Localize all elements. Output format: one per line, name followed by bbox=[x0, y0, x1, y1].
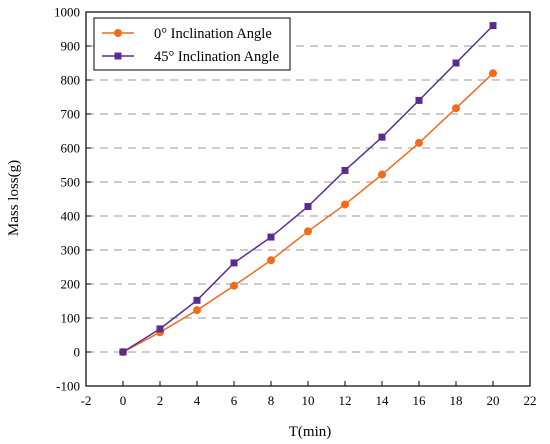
y-tick-label: 200 bbox=[61, 277, 81, 292]
data-point bbox=[452, 104, 460, 113]
x-tick-label: 12 bbox=[339, 393, 352, 408]
axes bbox=[85, 11, 531, 387]
x-tick-label: 16 bbox=[413, 393, 427, 408]
series-layer bbox=[119, 22, 497, 356]
x-tick-label: 6 bbox=[231, 393, 238, 408]
y-tick-label: 300 bbox=[61, 243, 81, 258]
data-point bbox=[415, 138, 423, 147]
y-tick-label: 0 bbox=[74, 345, 81, 360]
data-point bbox=[378, 133, 386, 141]
y-tick-label: 1000 bbox=[54, 5, 80, 20]
legend-entry: 0° Inclination Angle bbox=[102, 26, 272, 42]
y-tick-label: -100 bbox=[56, 379, 80, 394]
y-tick-label: 400 bbox=[61, 209, 81, 224]
x-tick-label: 18 bbox=[450, 393, 463, 408]
data-point bbox=[304, 202, 312, 210]
legend-label: 45° Inclination Angle bbox=[154, 49, 279, 65]
legend-marker bbox=[114, 29, 122, 37]
series-line bbox=[122, 72, 494, 353]
x-axis-title: T(min) bbox=[289, 424, 332, 440]
y-tick-label: 100 bbox=[61, 311, 81, 326]
series-2 bbox=[119, 22, 497, 356]
data-point bbox=[193, 296, 201, 304]
data-point bbox=[452, 59, 460, 67]
y-tick-label: 800 bbox=[61, 73, 81, 88]
x-tick-label: 0 bbox=[120, 393, 127, 408]
data-point bbox=[230, 259, 238, 267]
tick-labels: -100 0 100 200 300 400 500 600 700 800 900 1000 -2 0 2… bbox=[54, 5, 537, 409]
data-point bbox=[230, 281, 238, 290]
y-tick-label: 900 bbox=[61, 39, 81, 54]
data-point bbox=[119, 348, 127, 356]
x-tick-label: -2 bbox=[81, 393, 92, 408]
legend-box bbox=[93, 17, 291, 71]
gridlines bbox=[86, 45, 530, 353]
x-tick-label: 8 bbox=[268, 393, 275, 408]
series-line bbox=[122, 25, 494, 353]
y-axis-title: Mass loss(g) bbox=[6, 160, 22, 236]
data-point bbox=[341, 166, 349, 174]
data-point bbox=[378, 170, 386, 179]
data-point bbox=[341, 200, 349, 209]
data-point bbox=[193, 306, 201, 315]
x-tick-label: 14 bbox=[376, 393, 390, 408]
x-tick-label: 10 bbox=[302, 393, 315, 408]
x-tick-label: 20 bbox=[487, 393, 500, 408]
x-tick-label: 22 bbox=[524, 393, 537, 408]
data-point bbox=[156, 325, 164, 333]
legend-label: 0° Inclination Angle bbox=[154, 26, 272, 42]
legend: 0° Inclination Angle 45° Inclination Angl… bbox=[93, 17, 291, 71]
data-point bbox=[489, 22, 497, 30]
y-tick-label: 600 bbox=[61, 141, 81, 156]
y-tick-label: 500 bbox=[61, 175, 81, 190]
data-point bbox=[267, 256, 275, 265]
data-point bbox=[415, 96, 423, 104]
data-point bbox=[489, 69, 497, 78]
data-point bbox=[304, 227, 312, 236]
x-tick-label: 2 bbox=[157, 393, 164, 408]
legend-entry: 45° Inclination Angle bbox=[102, 49, 279, 65]
series-1 bbox=[119, 69, 497, 356]
y-tick-label: 700 bbox=[61, 107, 81, 122]
legend-marker bbox=[114, 52, 122, 60]
x-tick-label: 4 bbox=[194, 393, 201, 408]
data-point bbox=[267, 233, 275, 241]
